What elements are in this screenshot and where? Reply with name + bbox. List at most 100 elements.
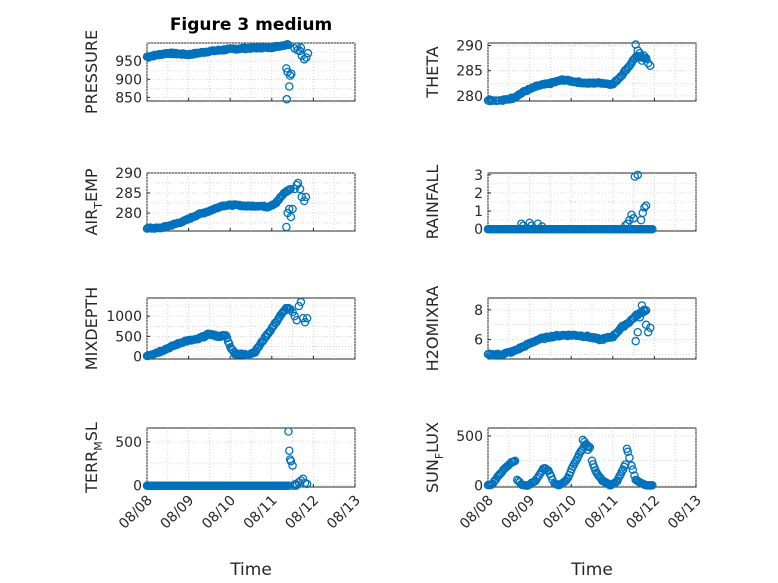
data-point bbox=[302, 479, 312, 489]
data-point bbox=[621, 221, 630, 230]
data-points bbox=[142, 39, 313, 104]
data-point bbox=[625, 215, 634, 225]
y-axis-label: MIXDEPTH bbox=[82, 287, 101, 370]
data-point bbox=[517, 219, 526, 228]
y-tick-label: 285 bbox=[115, 186, 142, 202]
data-point bbox=[628, 465, 638, 474]
y-axis-label: H2OMIXRA bbox=[423, 286, 442, 372]
data-point bbox=[625, 453, 634, 462]
x-tick-label: 08/10 bbox=[199, 493, 239, 533]
data-point bbox=[288, 461, 297, 470]
data-point bbox=[623, 447, 633, 457]
data-points bbox=[142, 178, 311, 233]
data-point bbox=[585, 443, 595, 452]
grid-lines bbox=[487, 428, 697, 487]
data-point bbox=[288, 204, 297, 214]
data-points bbox=[483, 301, 655, 360]
data-point bbox=[296, 297, 306, 307]
data-point bbox=[584, 442, 593, 451]
data-point bbox=[630, 471, 639, 480]
grid-lines bbox=[146, 428, 356, 487]
y-axis-label: AIRTEMP bbox=[82, 168, 105, 235]
subplot-terr-msl: 0 500 08/08 08/09 08/10 08/11 08/12 08/13 Time TE… bbox=[82, 422, 364, 580]
y-tick-label: 500 bbox=[115, 435, 142, 451]
data-point bbox=[645, 61, 655, 70]
y-tick-label: 280 bbox=[115, 206, 142, 222]
data-point bbox=[282, 94, 292, 104]
x-tick-label: 08/13 bbox=[324, 493, 364, 533]
axes-background bbox=[487, 172, 697, 232]
figure-title-group: Figure 3 medium bbox=[170, 15, 332, 35]
data-point bbox=[641, 53, 651, 63]
data-point bbox=[284, 303, 293, 313]
data-point bbox=[645, 224, 655, 234]
x-tick-label: 08/08 bbox=[457, 493, 497, 533]
data-point bbox=[298, 474, 308, 483]
data-points bbox=[142, 427, 312, 490]
x-tick-label: 08/09 bbox=[158, 493, 198, 533]
data-point bbox=[303, 48, 313, 58]
y-axis-label: RAINFALL bbox=[423, 165, 442, 240]
y-tick-label: 950 bbox=[115, 54, 142, 70]
data-point bbox=[645, 323, 655, 333]
data-point bbox=[631, 336, 640, 346]
data-point bbox=[299, 55, 309, 64]
y-axis-label: PRESSURE bbox=[82, 30, 101, 114]
data-point bbox=[571, 457, 580, 467]
data-point bbox=[285, 446, 294, 455]
data-points bbox=[483, 170, 657, 234]
subplot-air-temp: 280 285 290 AIRTEMP bbox=[82, 166, 356, 236]
data-point bbox=[621, 460, 630, 469]
data-point bbox=[587, 333, 597, 342]
y-tick-label: 900 bbox=[115, 72, 142, 88]
data-point bbox=[286, 184, 295, 194]
data-points bbox=[142, 297, 312, 361]
subplot-mixdepth: 0 500 1000 MIXDEPTH bbox=[82, 287, 356, 370]
x-tick-label: 08/12 bbox=[623, 493, 663, 533]
data-point bbox=[222, 333, 232, 343]
data-point bbox=[282, 64, 291, 73]
x-tick-label: 08/11 bbox=[582, 493, 622, 533]
data-point bbox=[639, 305, 649, 315]
grid-lines bbox=[487, 43, 697, 101]
data-point bbox=[294, 301, 304, 311]
y-tick-label: 0 bbox=[133, 350, 142, 366]
y-tick-label: 285 bbox=[456, 64, 483, 80]
data-point bbox=[509, 457, 519, 466]
data-point bbox=[286, 456, 296, 466]
y-tick-label: 6 bbox=[474, 333, 483, 349]
data-point bbox=[615, 471, 624, 481]
data-point bbox=[288, 481, 297, 490]
x-tick-label: 08/12 bbox=[282, 493, 322, 533]
data-point bbox=[284, 40, 293, 50]
data-point bbox=[299, 196, 309, 206]
data-point bbox=[291, 481, 301, 490]
x-axis-label: Time bbox=[229, 560, 272, 580]
y-tick-label: 2 bbox=[474, 186, 483, 202]
y-tick-label: 500 bbox=[115, 329, 142, 345]
y-tick-label: 290 bbox=[115, 166, 142, 182]
data-point bbox=[580, 437, 589, 447]
subplot-sun-flux: 0 500 08/08 08/09 08/10 08/11 08/12 08/13 Time SU… bbox=[423, 422, 705, 580]
data-point bbox=[583, 445, 593, 455]
y-tick-label: 280 bbox=[456, 89, 483, 105]
data-point bbox=[643, 327, 653, 337]
y-tick-label: 8 bbox=[474, 303, 483, 319]
y-tick-label: 850 bbox=[115, 90, 142, 106]
subplot-h2omixra: 6 8 H2OMIXRA bbox=[423, 286, 697, 372]
y-tick-label: 0 bbox=[133, 479, 142, 495]
data-point bbox=[627, 461, 636, 470]
y-tick-label: 1 bbox=[474, 204, 483, 220]
grid-lines bbox=[146, 172, 356, 231]
x-tick-label: 08/10 bbox=[540, 493, 580, 533]
x-tick-label: 08/08 bbox=[116, 493, 156, 533]
data-point bbox=[302, 313, 312, 323]
data-point bbox=[298, 313, 308, 323]
x-tick-label: 08/13 bbox=[665, 493, 705, 533]
y-tick-label: 0 bbox=[474, 479, 483, 495]
data-point bbox=[537, 222, 547, 231]
data-point bbox=[284, 427, 293, 436]
subplot-pressure: 850 900 950 PRESSURE bbox=[82, 30, 356, 114]
